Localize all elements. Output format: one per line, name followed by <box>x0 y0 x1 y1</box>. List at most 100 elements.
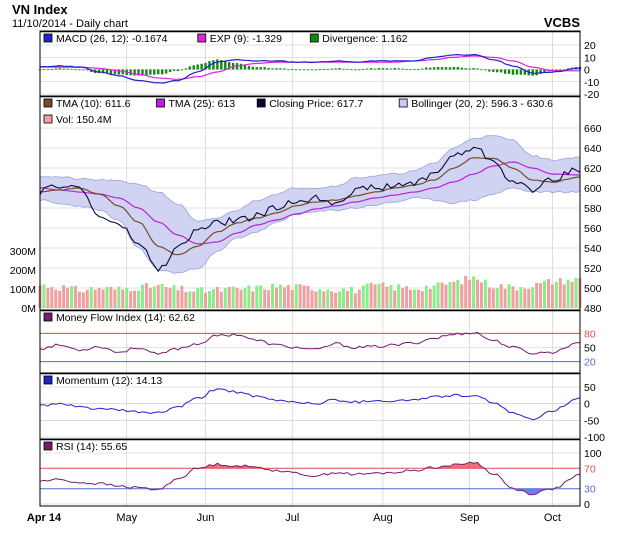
volume-bar <box>393 290 397 308</box>
divergence-bar <box>227 62 231 70</box>
volume-bar <box>440 282 444 308</box>
volume-bar <box>192 291 196 308</box>
legend-label: TMA (25): 613 <box>169 98 236 110</box>
volume-bar <box>239 289 243 308</box>
legend-label: MACD (26, 12): -0.1674 <box>56 33 168 45</box>
divergence-bar <box>393 67 396 70</box>
rsi-line <box>39 461 581 496</box>
volume-bar <box>42 284 46 308</box>
divergence-bar <box>385 68 389 70</box>
closing-price-line <box>39 146 581 273</box>
divergence-bar <box>259 67 262 70</box>
volume-bar <box>318 289 322 308</box>
volume-bar <box>302 285 306 308</box>
y-tick-label: 660 <box>584 123 602 135</box>
volume-bar <box>361 285 365 308</box>
divergence-bar <box>113 69 117 75</box>
y-tick-label: 640 <box>584 143 602 155</box>
divergence-bar <box>480 69 483 71</box>
divergence-bar <box>149 69 152 75</box>
y-tick-label: 0 <box>584 399 590 411</box>
divergence-bar <box>330 68 333 70</box>
legend-label: TMA (10): 611.6 <box>56 98 131 110</box>
divergence-bar <box>267 67 270 70</box>
y-tick-label: -50 <box>584 415 599 427</box>
divergence-bar <box>263 67 266 70</box>
divergence-bar <box>302 69 306 71</box>
macd-line <box>39 53 581 84</box>
volume-bar <box>109 286 113 308</box>
legend-label: EXP (9): -1.329 <box>210 33 282 45</box>
legend-swatch <box>256 98 266 108</box>
divergence-bar <box>121 69 124 75</box>
volume-bar <box>267 290 271 308</box>
legend-swatch <box>309 33 319 43</box>
volume-bar <box>389 285 393 308</box>
divergence-bar <box>519 69 523 75</box>
volume-bar <box>405 286 409 308</box>
volume-bar <box>196 288 200 308</box>
volume-bar <box>85 289 89 308</box>
volume-bar <box>436 282 440 308</box>
volume-bar <box>468 279 472 308</box>
legend-swatch <box>197 33 207 43</box>
divergence-bar <box>563 69 566 71</box>
volume-bar <box>322 291 326 308</box>
y-tick-label: 50 <box>584 382 596 394</box>
y-tick-label: -10 <box>584 77 599 89</box>
volume-bar <box>286 285 290 308</box>
volume-bar <box>133 290 137 308</box>
legend-swatch <box>43 114 53 124</box>
divergence-bar <box>251 66 255 70</box>
volume-bar <box>168 287 172 308</box>
legend-label: Closing Price: 617.7 <box>269 98 363 110</box>
divergence-bar <box>468 68 471 70</box>
divergence-bar <box>456 67 460 70</box>
x-tick-label: May <box>116 512 137 524</box>
legend-swatch <box>43 375 53 385</box>
volume-bar <box>452 281 456 308</box>
volume-bar <box>558 278 562 308</box>
volume-bar <box>77 291 81 308</box>
divergence-bar <box>164 69 168 74</box>
x-tick-label: Oct <box>544 512 561 524</box>
volume-bar <box>326 289 330 308</box>
divergence-bar <box>326 69 329 70</box>
divergence-bar <box>298 69 302 71</box>
divergence-bar <box>271 68 274 70</box>
divergence-bar <box>539 69 542 74</box>
divergence-bar <box>365 68 369 70</box>
volume-bar <box>129 291 133 308</box>
divergence-bar <box>444 67 448 70</box>
legend-label: Divergence: 1.162 <box>322 33 407 45</box>
volume-bar <box>298 284 302 308</box>
y-tick-label: 30 <box>584 484 596 496</box>
divergence-bar <box>417 69 420 71</box>
divergence-bar <box>499 69 503 73</box>
volume-bar <box>519 287 523 308</box>
volume-bar <box>401 287 405 308</box>
volume-bar <box>137 290 141 308</box>
divergence-bar <box>62 68 65 70</box>
volume-bar <box>70 286 74 308</box>
x-axis: Apr 14 May Jun Jul Aug Sep Oct <box>27 512 561 524</box>
volume-bar <box>243 288 247 308</box>
y-tick-label: 600 <box>584 183 602 195</box>
x-tick-label: Apr 14 <box>27 512 62 524</box>
volume-bar <box>499 284 503 308</box>
volume-bar <box>207 291 211 308</box>
divergence-bar <box>452 67 456 70</box>
volume-bar <box>562 284 566 308</box>
divergence-bar <box>295 69 298 71</box>
divergence-bar <box>507 69 511 74</box>
level-fill <box>438 462 482 469</box>
volume-bar <box>231 286 235 308</box>
divergence-bar <box>460 67 463 70</box>
volume-bar <box>121 289 125 308</box>
volume-bar <box>251 291 255 308</box>
volume-bar <box>188 291 192 308</box>
divergence-bar <box>314 69 318 71</box>
legend-label: Bollinger (20, 2): 596.3 - 630.6 <box>411 98 553 110</box>
divergence-bar <box>405 69 408 70</box>
